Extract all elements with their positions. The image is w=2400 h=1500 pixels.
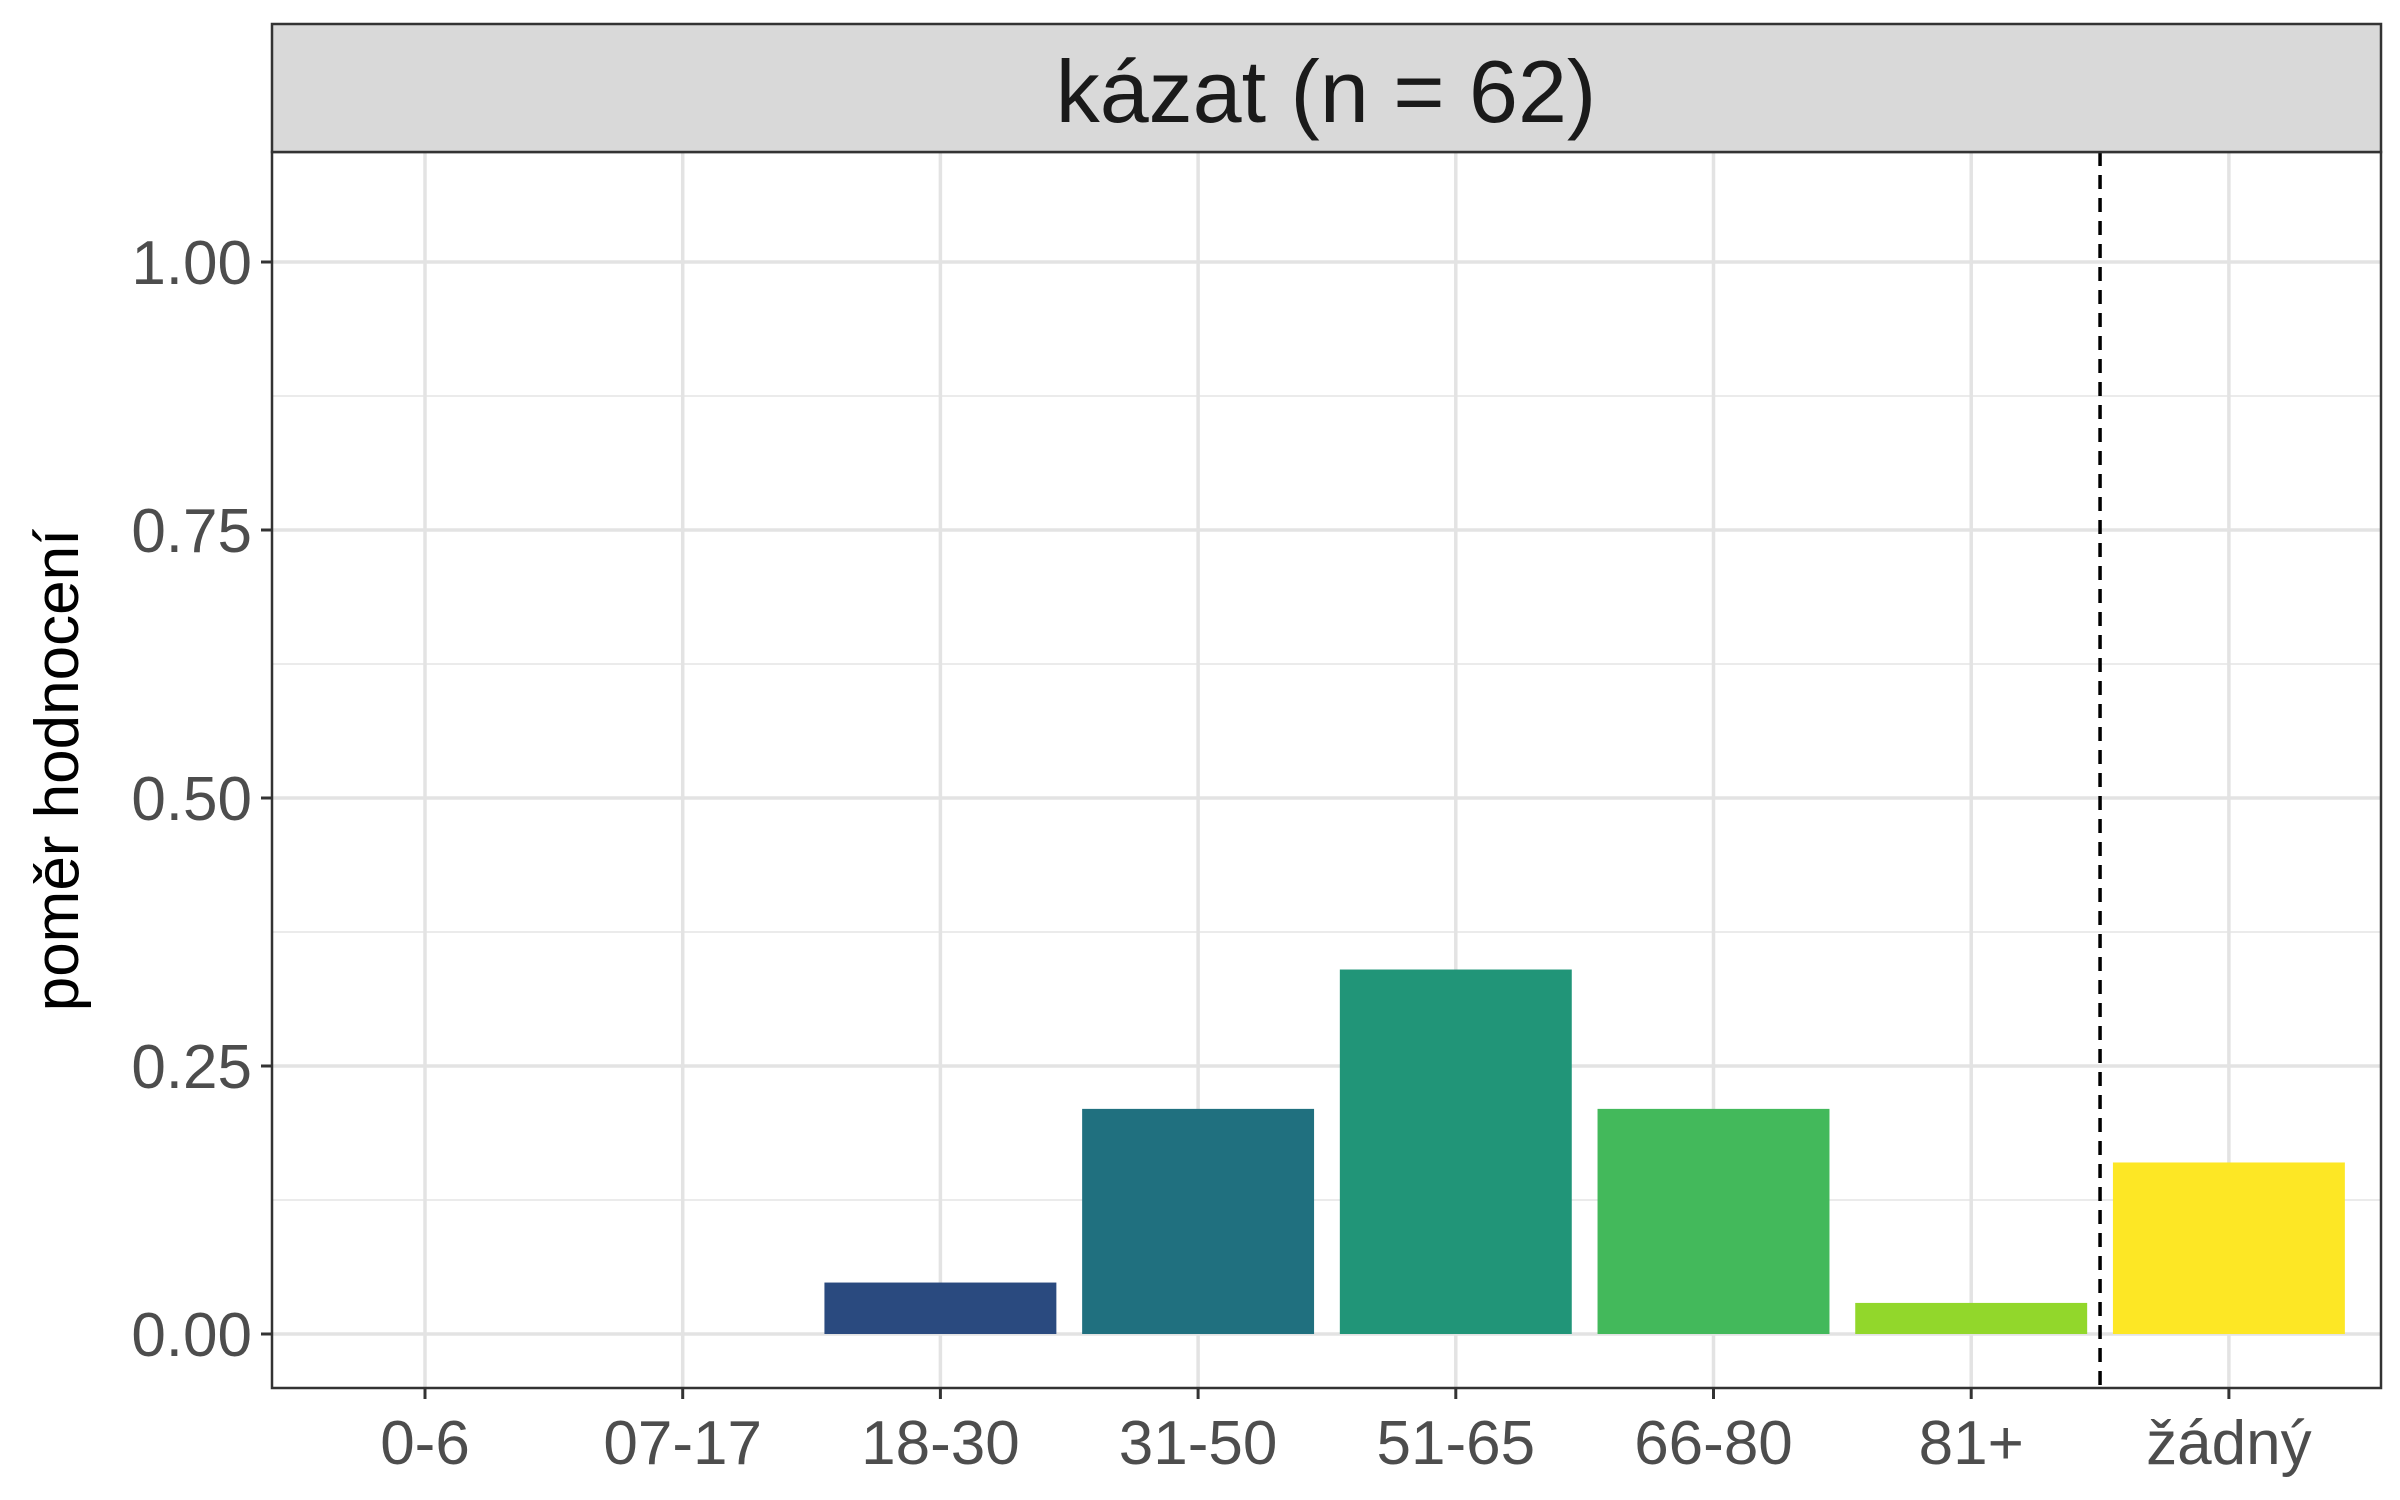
facet-title: kázat (n = 62): [1056, 42, 1597, 141]
bar-žádný: [2112, 1162, 2345, 1334]
x-tick-label: 18-30: [861, 1409, 1020, 1478]
x-tick-label: 07-17: [603, 1409, 762, 1478]
y-axis-ticks: 0.00 0.25 0.50 0.75 1.00: [131, 229, 272, 1370]
y-tick-label: 0.75: [131, 497, 252, 566]
x-tick-label: 31-50: [1119, 1409, 1278, 1478]
x-tick-label: 0-6: [380, 1409, 470, 1478]
x-axis-ticks: 0-6 07-17 18-30 31-50 51-65 66-80 81+ žádný: [380, 1388, 2312, 1478]
bar-66-80: [1597, 1108, 1830, 1334]
minor-gridlines: [272, 395, 2381, 1201]
x-tick-label: 81+: [1919, 1409, 2024, 1478]
y-tick-label: 1.00: [131, 229, 252, 298]
y-tick-label: 0.50: [131, 765, 252, 834]
bar-51-65: [1339, 969, 1572, 1334]
y-tick-label: 0.25: [131, 1033, 252, 1102]
bars: [824, 969, 2345, 1334]
y-tick-label: 0.00: [131, 1301, 252, 1370]
x-tick-label: 66-80: [1634, 1409, 1793, 1478]
plot-panel: [272, 152, 2381, 1388]
bar-31-50: [1082, 1108, 1315, 1334]
facet-strip: [270, 22, 2383, 154]
y-axis-title: poměr hodnocení: [23, 529, 92, 1012]
bar-18-30: [824, 1282, 1057, 1334]
bar-81+: [1855, 1302, 2088, 1334]
x-tick-label: žádný: [2146, 1409, 2311, 1478]
x-tick-label: 51-65: [1377, 1409, 1536, 1478]
